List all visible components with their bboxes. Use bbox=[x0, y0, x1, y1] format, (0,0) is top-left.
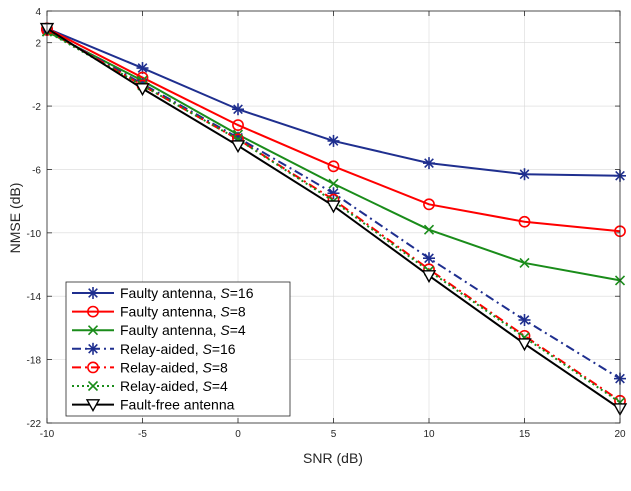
data-point-marker bbox=[326, 200, 341, 214]
data-point-marker bbox=[87, 305, 99, 318]
y-tick-label: -6 bbox=[32, 165, 41, 176]
legend-label: Faulty antenna, S=4 bbox=[120, 322, 246, 338]
y-tick-label: -2 bbox=[32, 102, 41, 113]
data-point-marker bbox=[85, 399, 101, 413]
legend-box bbox=[65, 281, 291, 417]
data-point-marker bbox=[232, 119, 244, 131]
x-tick-label: -5 bbox=[138, 429, 147, 440]
legend-label: Fault-free antenna bbox=[120, 397, 235, 413]
y-tick-label: -22 bbox=[27, 419, 42, 430]
legend-entry: Fault-free antenna bbox=[72, 397, 235, 413]
data-point-marker bbox=[87, 361, 99, 374]
x-tick-label: 15 bbox=[519, 429, 531, 440]
x-tick-label: 20 bbox=[614, 429, 626, 440]
y-axis-ticks: -22-18-14-10-6-224 bbox=[27, 7, 620, 430]
data-point-marker bbox=[423, 157, 435, 170]
data-point-marker bbox=[518, 168, 531, 181]
y-tick-label: -18 bbox=[27, 356, 42, 367]
data-point-marker bbox=[423, 198, 435, 211]
data-point-marker bbox=[518, 215, 531, 228]
y-tick-label: -14 bbox=[27, 292, 42, 303]
data-point-marker bbox=[423, 224, 435, 235]
series-line bbox=[46, 27, 621, 233]
data-point-marker bbox=[232, 103, 244, 116]
legend-label: Faulty antenna, S=8 bbox=[120, 304, 246, 320]
legend-entry: Relay-aided, S=4 bbox=[72, 378, 228, 394]
x-axis-ticks: -10 -5 0 5 10 15 20 bbox=[40, 11, 626, 440]
x-tick-label: 0 bbox=[235, 429, 241, 440]
legend-label: Relay-aided, S=4 bbox=[120, 378, 228, 394]
legend-entry: Faulty antenna, S=4 bbox=[72, 322, 246, 338]
data-point-marker bbox=[327, 134, 340, 147]
data-point-marker bbox=[135, 83, 150, 97]
legend-entry: Relay-aided, S=8 bbox=[72, 359, 228, 375]
legend-entry: Faulty antenna, S=8 bbox=[72, 304, 246, 320]
legend-entry: Faulty antenna, S=16 bbox=[72, 285, 254, 301]
y-tick-label: 2 bbox=[35, 39, 41, 50]
y-tick-label: 4 bbox=[35, 7, 41, 18]
legend: Faulty antenna, S=16 Faulty antenna, S=8 F… bbox=[65, 281, 291, 417]
legend-label: Relay-aided, S=16 bbox=[120, 341, 236, 357]
x-tick-label: 10 bbox=[423, 429, 435, 440]
data-point-marker bbox=[87, 342, 99, 355]
x-tick-label: 5 bbox=[331, 429, 337, 440]
data-point-marker bbox=[87, 325, 99, 336]
data-point-marker bbox=[517, 338, 532, 352]
legend-label: Relay-aided, S=8 bbox=[120, 359, 228, 375]
data-point-marker bbox=[327, 160, 340, 173]
data-point-marker bbox=[230, 140, 246, 154]
y-tick-label: -10 bbox=[27, 229, 42, 240]
series-group bbox=[39, 22, 628, 417]
legend-label: Faulty antenna, S=16 bbox=[120, 285, 254, 301]
y-axis-label: NMSE (dB) bbox=[7, 183, 23, 254]
data-point-marker bbox=[421, 270, 437, 284]
data-point-marker bbox=[328, 178, 339, 189]
plot-area-frame bbox=[46, 10, 621, 424]
legend-entry: Relay-aided, S=16 bbox=[72, 341, 236, 357]
data-point-marker bbox=[87, 380, 99, 392]
data-point-marker bbox=[519, 257, 530, 269]
x-tick-label: -10 bbox=[40, 429, 55, 440]
data-point-marker bbox=[87, 287, 99, 299]
data-point-marker bbox=[518, 314, 531, 326]
x-axis-label: SNR (dB) bbox=[303, 450, 363, 466]
data-point-marker bbox=[423, 252, 435, 265]
